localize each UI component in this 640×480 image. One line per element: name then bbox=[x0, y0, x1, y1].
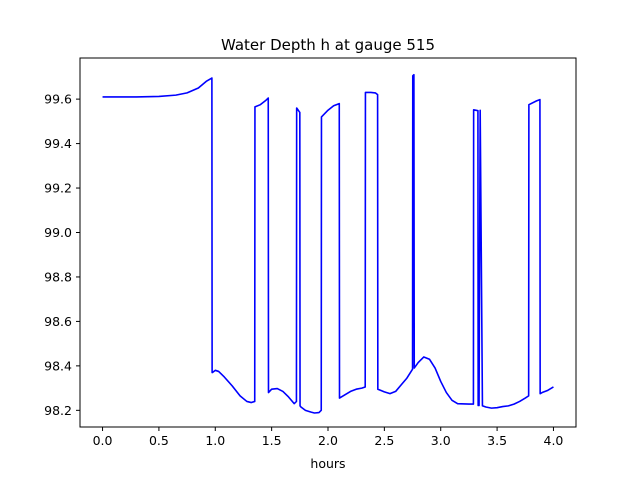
y-tick-label: 99.4 bbox=[44, 136, 72, 151]
x-tick-label: 1.0 bbox=[205, 433, 225, 448]
y-tick-label: 99.0 bbox=[44, 225, 72, 240]
y-tick-label: 98.2 bbox=[44, 403, 72, 418]
x-tick-label: 0.0 bbox=[93, 433, 113, 448]
x-axis-label: hours bbox=[310, 456, 345, 471]
x-tick-label: 1.5 bbox=[262, 433, 282, 448]
chart-title: Water Depth h at gauge 515 bbox=[221, 36, 435, 54]
y-tick-label: 99.6 bbox=[44, 92, 72, 107]
x-tick-label: 2.5 bbox=[374, 433, 394, 448]
series-line-0 bbox=[102, 73, 554, 414]
x-tick-label: 2.0 bbox=[318, 433, 338, 448]
y-axis-ticks: 98.2 98.4 98.6 98.8 99.0 99.2 99.4 99.6 bbox=[44, 92, 80, 418]
x-tick-label: 0.5 bbox=[149, 433, 169, 448]
y-tick-label: 99.2 bbox=[44, 181, 72, 196]
x-axis-ticks: 0.0 0.5 1.0 1.5 2.0 2.5 3.0 3.5 4.0 bbox=[93, 427, 564, 448]
x-tick-label: 3.0 bbox=[431, 433, 451, 448]
series-group bbox=[102, 73, 554, 414]
y-tick-label: 98.6 bbox=[44, 314, 72, 329]
x-tick-label: 4.0 bbox=[544, 433, 564, 448]
y-tick-label: 98.4 bbox=[44, 358, 72, 373]
plot-frame bbox=[79, 57, 577, 428]
x-tick-label: 3.5 bbox=[487, 433, 507, 448]
y-tick-label: 98.8 bbox=[44, 269, 72, 284]
